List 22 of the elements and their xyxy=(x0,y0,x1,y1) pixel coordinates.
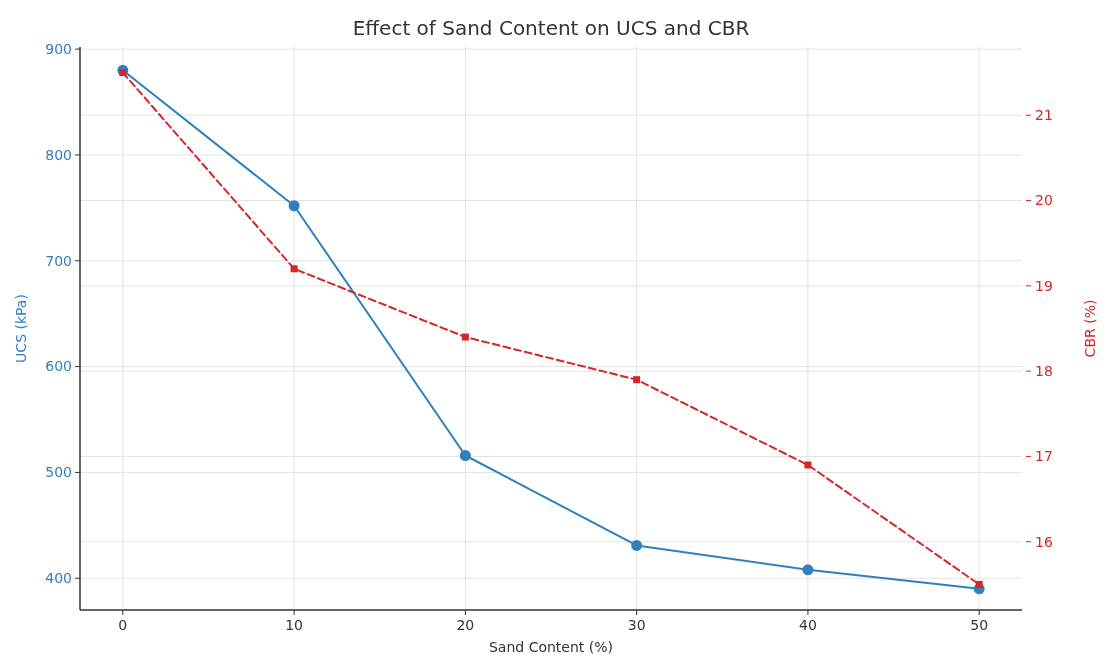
x-tick-label: 40 xyxy=(799,617,817,633)
y2-tick-label: 19 xyxy=(1035,277,1053,294)
chart-title: Effect of Sand Content on UCS and CBR xyxy=(352,16,750,40)
y-tick-label: 900 xyxy=(45,41,72,58)
y-tick-label: 800 xyxy=(45,146,72,163)
y2-tick-label: 21 xyxy=(1035,107,1053,124)
x-tick-label: 50 xyxy=(970,617,989,633)
x-tick-label: 10 xyxy=(285,617,303,633)
x-tick-label: 20 xyxy=(456,617,475,633)
y-axis-title: UCS (kPa) xyxy=(13,294,29,363)
y2-tick-label: 20 xyxy=(1035,192,1053,209)
y2-tick-label: 16 xyxy=(1035,533,1053,550)
y-tick-label: 600 xyxy=(45,358,72,375)
x-tick-label: 30 xyxy=(627,617,646,633)
y2-tick-label: 17 xyxy=(1035,448,1053,465)
x-axis-title: Sand Content (%) xyxy=(488,639,614,655)
y-tick-label: 400 xyxy=(45,570,72,587)
y-tick-label: 500 xyxy=(45,464,72,481)
y2-tick-label: 18 xyxy=(1035,363,1053,380)
y-tick-label: 700 xyxy=(45,252,72,269)
y2-axis-title: CBR (%) xyxy=(1082,299,1098,358)
x-tick-label: 0 xyxy=(118,617,128,633)
